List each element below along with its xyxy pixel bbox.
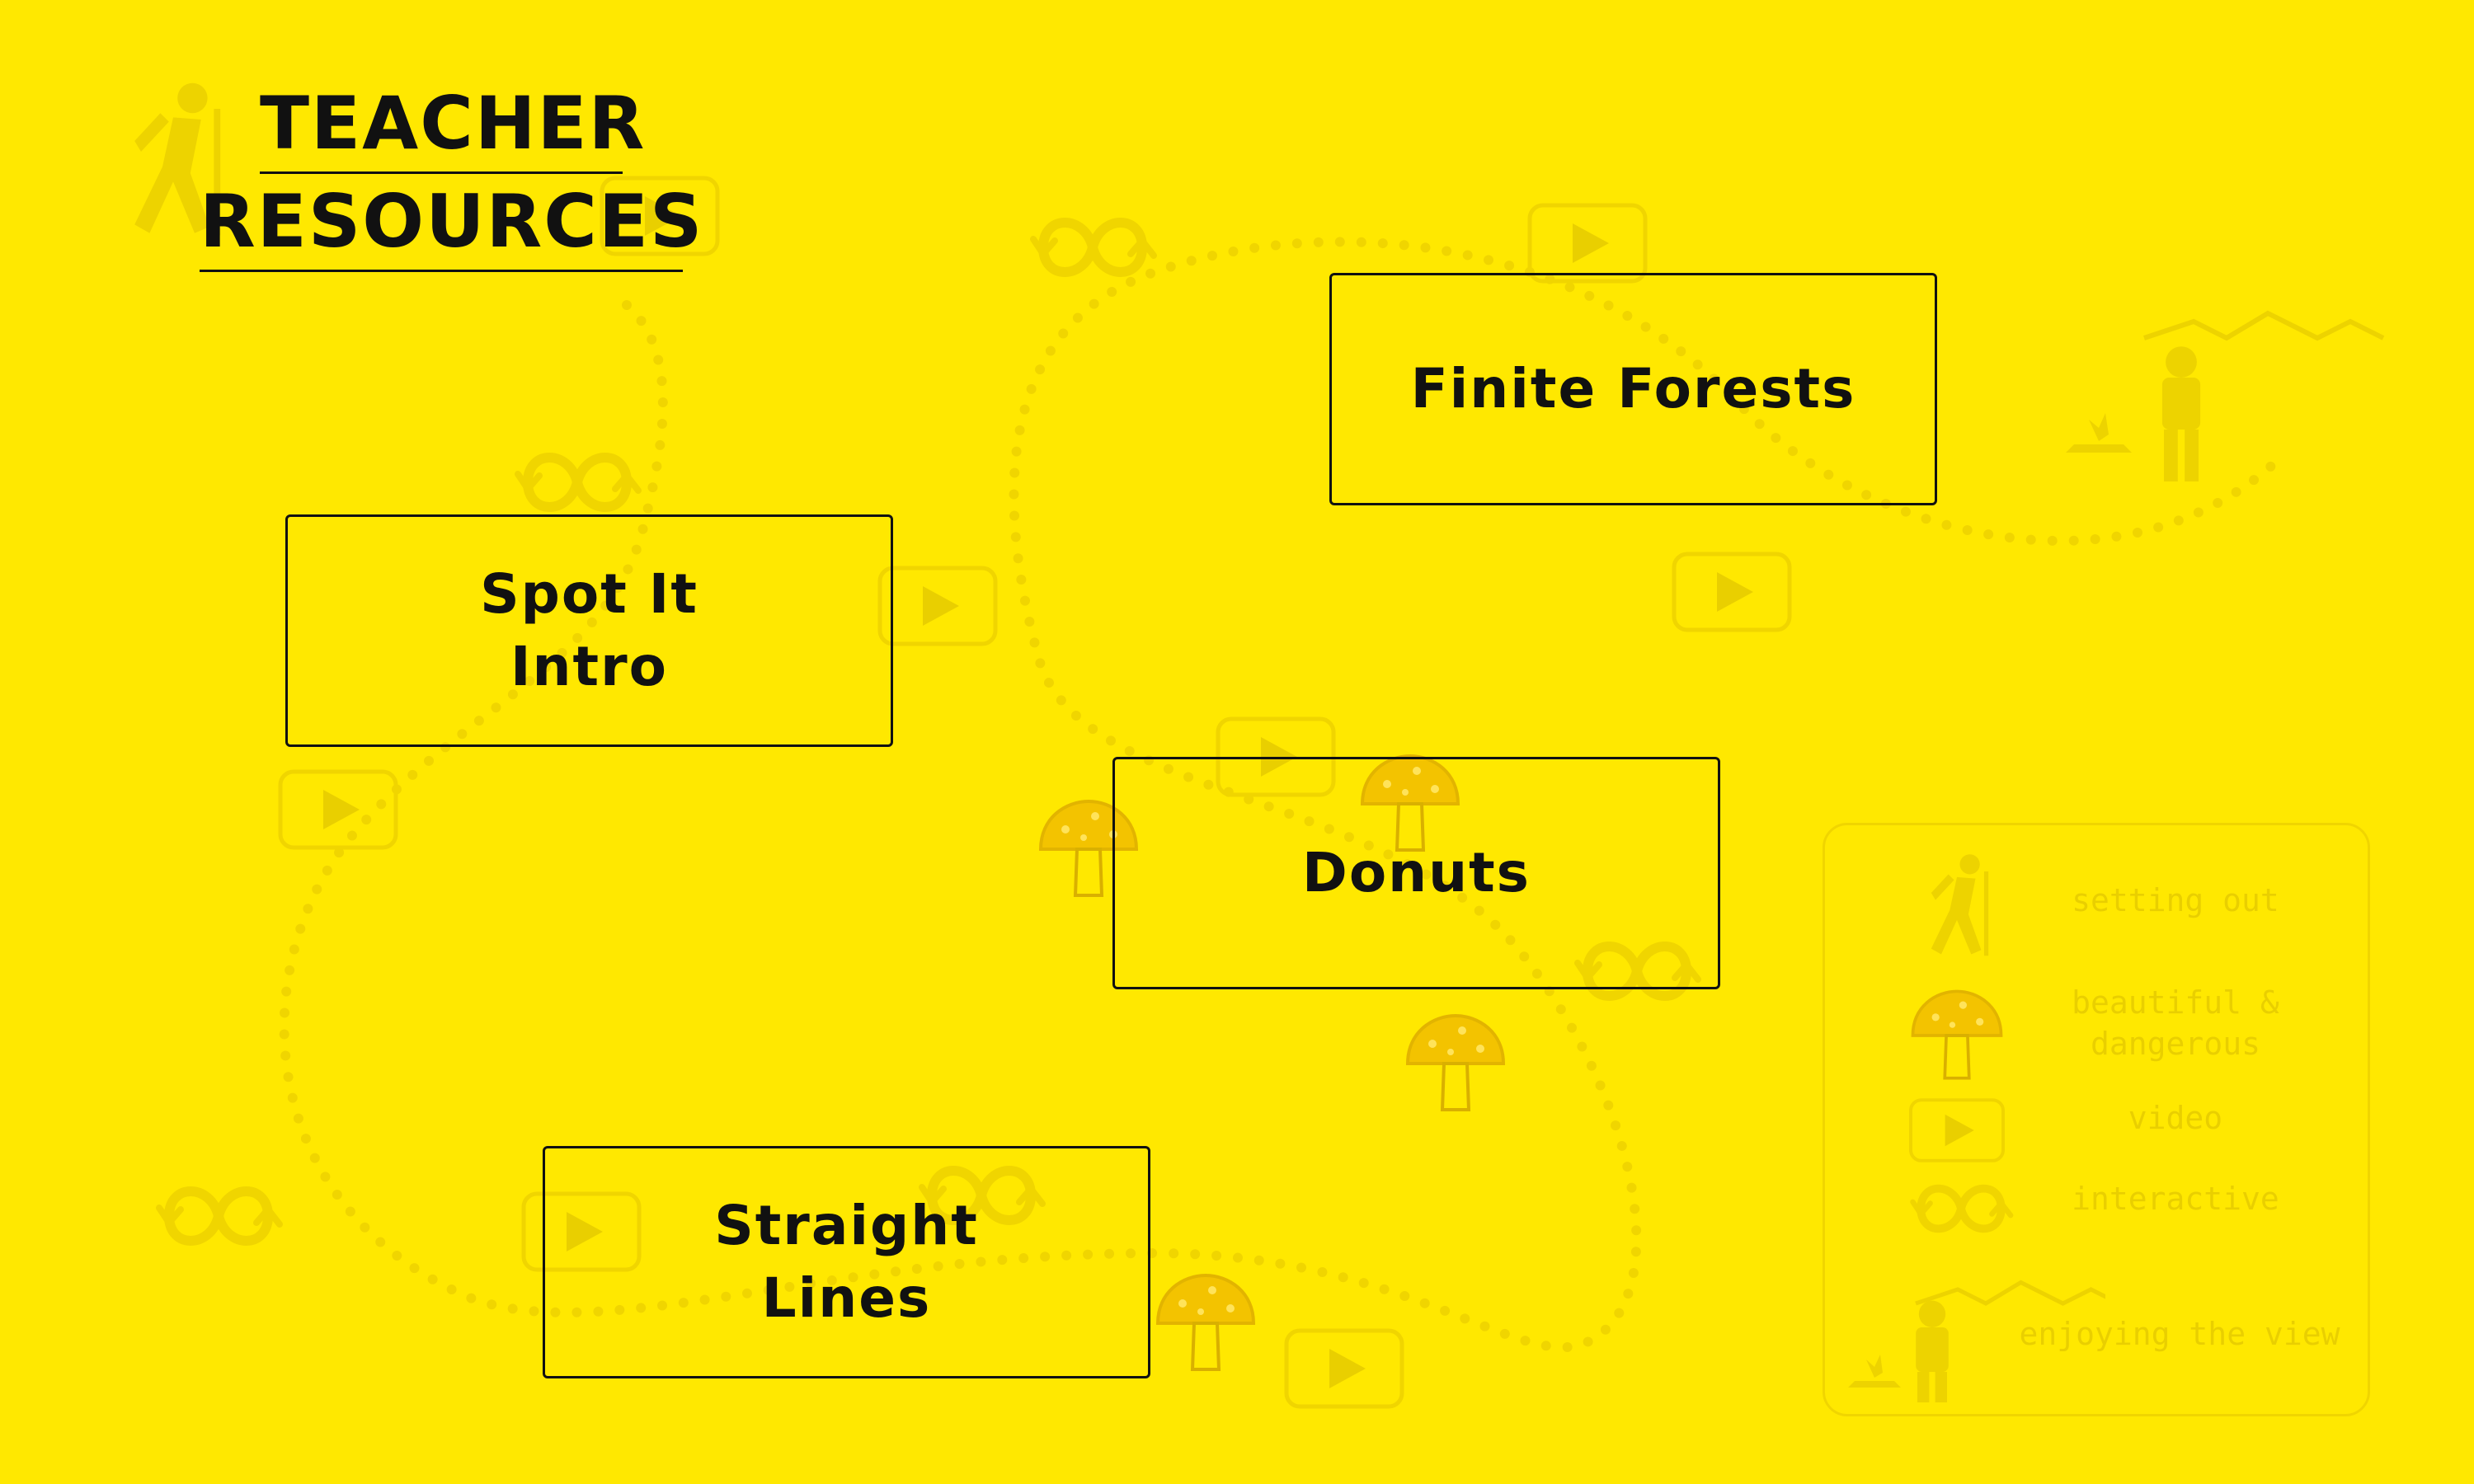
legend-label-video: video <box>2128 1100 2223 1136</box>
legend-label-enjoying-the-view: enjoying the view <box>2019 1316 2340 1352</box>
mushroom-icon <box>1911 989 2003 1080</box>
view-icon <box>1848 1262 2105 1402</box>
video-icon <box>1909 1098 2005 1162</box>
straight-lines-card[interactable]: Straight Lines <box>543 1146 1150 1378</box>
page-title-line-2: RESOURCES <box>200 174 702 272</box>
spot-it-intro-card[interactable]: Spot It Intro <box>285 514 893 747</box>
hiker-icon <box>1931 854 1989 956</box>
legend-label-beautiful-dangerous: beautiful & dangerous <box>2072 984 2279 1062</box>
legend: setting out beautiful & dangerous video … <box>1823 823 2370 1416</box>
legend-label-interactive: interactive <box>2072 1181 2279 1217</box>
finite-forests-card[interactable]: Finite Forests <box>1329 273 1937 505</box>
donuts-card[interactable]: Donuts <box>1112 757 1720 989</box>
page-title-line-1: TEACHER <box>260 76 644 174</box>
page-title: TEACHER RESOURCES <box>198 76 702 272</box>
legend-label-setting-out: setting out <box>2072 882 2279 918</box>
